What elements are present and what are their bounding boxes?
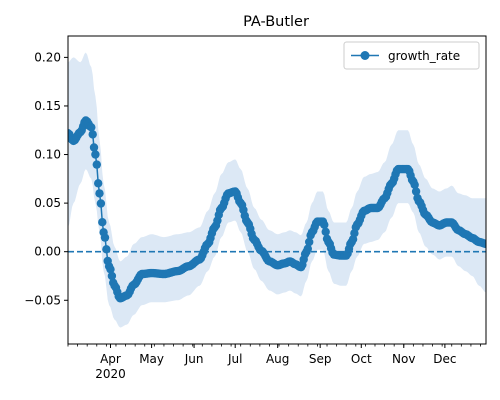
plot-frame: [67, 35, 487, 345]
data-point: [411, 187, 421, 196]
plot-area: [68, 52, 486, 328]
data-point: [89, 143, 99, 152]
data-point: [321, 227, 330, 236]
x-tick-label: May: [139, 352, 164, 366]
x-tick-label: Nov: [392, 352, 415, 366]
y-tick-label: −0.05: [24, 293, 61, 307]
data-point: [98, 218, 107, 227]
data-point: [320, 220, 329, 229]
x-tick-label: Jul: [227, 352, 242, 366]
data-point: [100, 233, 110, 242]
data-point: [305, 237, 314, 247]
y-tick-label: 0.10: [34, 148, 61, 162]
y-tick-label: 0.05: [34, 196, 61, 210]
data-point: [303, 244, 312, 253]
x-tick-year-label: 2020: [95, 367, 126, 381]
x-tick-label: Jun: [184, 352, 204, 366]
x-tick-label: Sep: [309, 352, 332, 366]
data-point: [91, 150, 100, 159]
data-point: [96, 199, 106, 208]
data-point: [481, 239, 486, 249]
x-tick-label: Aug: [266, 352, 289, 366]
data-point: [107, 271, 117, 281]
data-point: [94, 179, 103, 188]
y-tick-label: 0.20: [34, 50, 61, 64]
data-point: [88, 130, 97, 139]
legend: growth_rate: [343, 41, 480, 70]
series-markers: [68, 116, 486, 303]
data-point: [102, 245, 111, 254]
data-point: [410, 180, 419, 189]
legend-marker-swatch: [360, 51, 370, 60]
legend-box: [343, 41, 480, 70]
x-tick-label: Oct: [351, 352, 372, 366]
x-tick-label: Dec: [433, 352, 456, 366]
x-tick-label: Apr: [100, 352, 121, 366]
chart-title: PA-Butler: [243, 14, 309, 30]
confidence-band: [68, 52, 486, 328]
y-tick-label: 0.00: [34, 245, 61, 259]
data-point: [92, 160, 102, 169]
legend-label: growth_rate: [388, 49, 460, 63]
y-tick-label: 0.15: [34, 99, 61, 113]
data-point: [95, 189, 104, 198]
data-point: [106, 265, 115, 274]
data-point: [87, 123, 96, 132]
